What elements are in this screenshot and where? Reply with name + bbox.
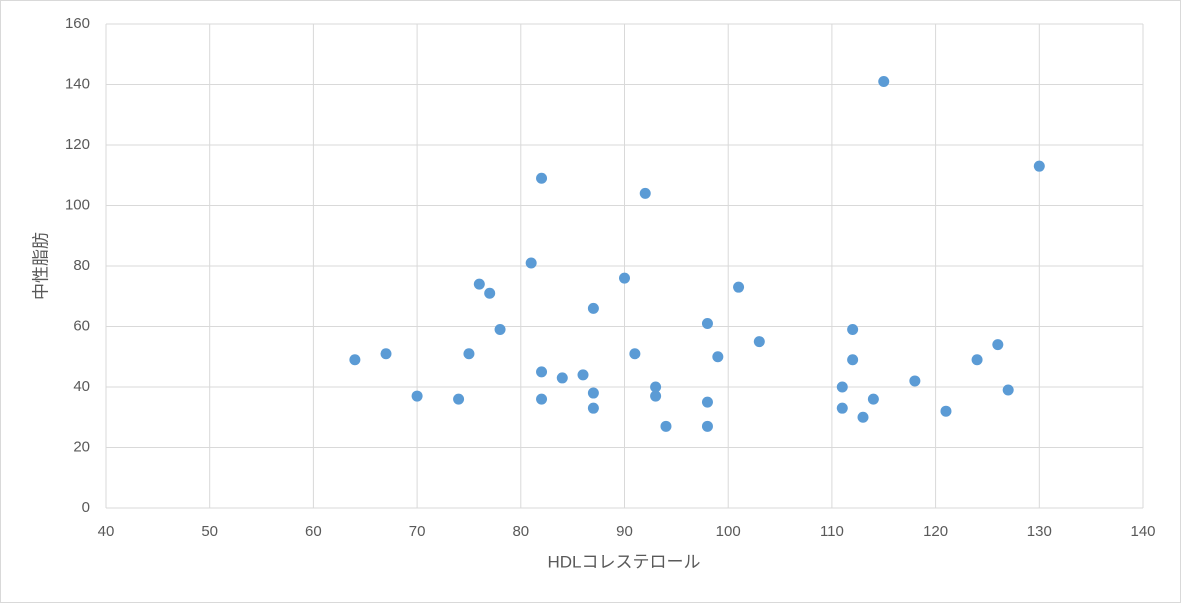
- y-axis-label: 中性脂肪: [31, 232, 50, 300]
- x-tick-label: 40: [98, 523, 115, 540]
- y-tick-label: 100: [65, 196, 90, 213]
- point: [453, 393, 465, 405]
- x-tick-label: 110: [820, 523, 844, 540]
- point: [556, 372, 568, 384]
- point: [836, 381, 848, 393]
- point: [587, 302, 599, 314]
- y-tick-label: 120: [65, 136, 90, 153]
- point: [857, 411, 869, 423]
- x-axis-label: HDLコレステロール: [547, 552, 700, 571]
- x-tick-label: 50: [201, 523, 218, 540]
- point: [701, 396, 713, 408]
- point: [380, 348, 392, 360]
- point: [587, 402, 599, 414]
- point: [494, 324, 506, 336]
- point: [971, 354, 983, 366]
- point: [650, 381, 662, 393]
- point: [484, 287, 496, 299]
- y-tick-label: 140: [65, 75, 90, 92]
- point: [536, 172, 548, 184]
- point: [577, 369, 589, 381]
- point: [753, 336, 765, 348]
- point: [536, 366, 548, 378]
- point: [473, 278, 485, 290]
- point: [587, 387, 599, 399]
- y-tick-label: 0: [82, 499, 90, 516]
- point: [712, 351, 724, 363]
- point: [940, 405, 952, 417]
- point: [463, 348, 475, 360]
- point: [909, 375, 921, 387]
- point: [867, 393, 879, 405]
- y-tick-label: 80: [73, 257, 90, 274]
- y-tick-label: 60: [73, 317, 90, 334]
- y-tick-label: 20: [73, 438, 90, 455]
- x-tick-label: 90: [616, 523, 633, 540]
- point: [525, 257, 537, 269]
- point: [349, 354, 361, 366]
- point: [619, 272, 630, 284]
- point: [629, 348, 641, 360]
- point: [992, 339, 1004, 351]
- x-tick-label: 120: [923, 523, 948, 540]
- point: [733, 281, 745, 293]
- x-tick-label: 70: [409, 523, 426, 540]
- x-tick-label: 130: [1027, 523, 1052, 540]
- point: [1033, 160, 1045, 172]
- point: [847, 324, 859, 336]
- point: [536, 393, 548, 405]
- point: [701, 420, 713, 432]
- point: [411, 390, 423, 402]
- point: [701, 317, 713, 329]
- y-tick-label: 40: [73, 378, 90, 395]
- point: [1002, 384, 1014, 396]
- y-tick-label: 160: [65, 15, 90, 32]
- point: [650, 390, 662, 402]
- point: [639, 187, 651, 199]
- point: [660, 420, 672, 432]
- x-tick-label: 140: [1130, 523, 1155, 540]
- point: [847, 354, 859, 366]
- point: [878, 75, 890, 87]
- point: [836, 402, 848, 414]
- x-tick-label: 60: [305, 523, 322, 540]
- x-tick-label: 80: [512, 523, 529, 540]
- x-tick-label: 100: [716, 523, 741, 540]
